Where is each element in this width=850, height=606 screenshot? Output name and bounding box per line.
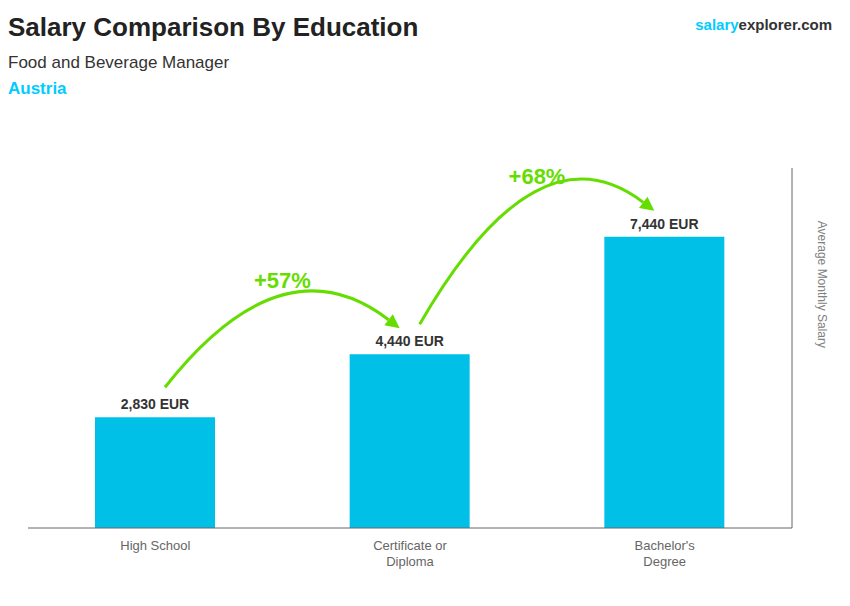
html-text:Austria: Austria — [8, 79, 67, 98]
svg-text:+68%: +68% — [509, 164, 566, 189]
svg-text:7,440 EUR: 7,440 EUR — [630, 216, 698, 232]
svg-text:Bachelor'sDegree: Bachelor'sDegree — [635, 538, 696, 569]
svg-text:+57%: +57% — [254, 268, 311, 293]
svg-text:Average Monthly Salary: Average Monthly Salary — [815, 221, 829, 348]
html-text:salary explorer.com: salary explorer.com — [695, 16, 832, 33]
svg-text:2,830 EUR: 2,830 EUR — [121, 396, 189, 412]
html-text:Salary Comparison By Education: Salary Comparison By Education — [8, 12, 419, 42]
svg-text:4,440 EUR: 4,440 EUR — [375, 333, 443, 349]
svg-text:Certificate orDiploma: Certificate orDiploma — [373, 538, 447, 569]
html-text:Food and Beverage Manager: Food and Beverage Manager — [8, 53, 230, 72]
svg-text:High School: High School — [120, 538, 190, 553]
